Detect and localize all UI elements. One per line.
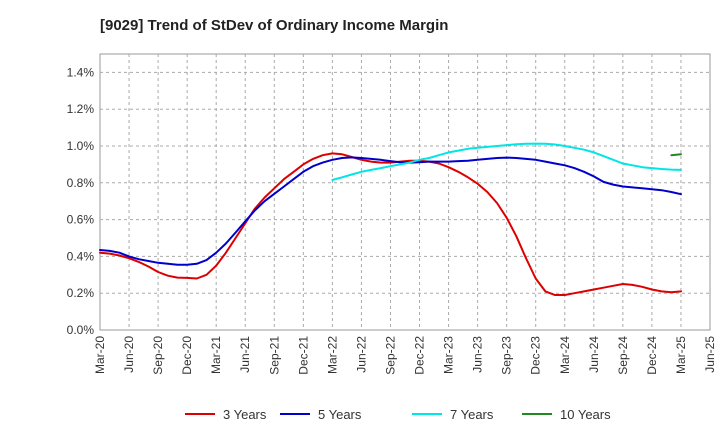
x-tick-label: Jun-21 [238, 336, 252, 373]
x-tick-label: Dec-20 [180, 336, 194, 375]
legend-item: 3 Years [185, 407, 267, 422]
x-tick-label: Dec-21 [296, 336, 310, 375]
plot-area [99, 53, 711, 331]
legend-item: 5 Years [280, 407, 362, 422]
x-tick-label: Jun-22 [354, 336, 368, 373]
legend-label: 7 Years [450, 407, 494, 422]
y-axis: 0.0% 0.2% 0.4% 0.6% 0.8% 1.0% 1.2% 1.4% [67, 65, 95, 337]
x-tick-label: Sep-21 [267, 336, 281, 375]
chart-title: [9029] Trend of StDev of Ordinary Income… [100, 17, 448, 34]
x-tick-label: Mar-25 [674, 336, 688, 374]
series-line-3-years [99, 152, 682, 296]
x-axis: Mar-20 Jun-20 Sep-20 Dec-20 Mar-21 Jun-21 Sep-… [93, 336, 717, 375]
series-line-10-years [670, 153, 682, 157]
x-tick-label: Jun-25 [703, 336, 717, 373]
legend-item: 7 Years [412, 407, 494, 422]
x-tick-label: Jun-20 [122, 336, 136, 373]
x-tick-label: Sep-22 [383, 336, 397, 375]
legend-item: 10 Years [522, 407, 611, 422]
x-tick-label: Dec-22 [413, 336, 427, 375]
y-tick-label: 0.0% [67, 323, 95, 337]
series-line-5-years [99, 156, 682, 266]
series-line-7-years [331, 142, 682, 181]
x-tick-label: Dec-24 [645, 336, 659, 375]
y-tick-label: 1.0% [67, 139, 95, 153]
x-tick-label: Mar-24 [558, 336, 572, 374]
x-tick-label: Sep-24 [616, 336, 630, 375]
x-tick-label: Mar-21 [209, 336, 223, 374]
x-tick-label: Sep-23 [500, 336, 514, 375]
x-tick-label: Mar-22 [325, 336, 339, 374]
y-tick-label: 0.2% [67, 286, 95, 300]
legend-label: 3 Years [223, 407, 267, 422]
x-tick-label: Mar-23 [442, 336, 456, 374]
y-tick-label: 1.2% [67, 102, 95, 116]
y-tick-label: 0.4% [67, 249, 95, 263]
legend-label: 5 Years [318, 407, 362, 422]
x-tick-label: Jun-24 [587, 336, 601, 373]
series-layer [99, 142, 682, 296]
y-tick-label: 0.8% [67, 176, 95, 190]
legend: 3 Years 5 Years 7 Years 10 Years [185, 407, 611, 422]
x-tick-label: Mar-20 [93, 336, 107, 374]
y-tick-label: 0.6% [67, 213, 95, 227]
y-tick-label: 1.4% [67, 65, 95, 79]
legend-label: 10 Years [560, 407, 611, 422]
x-tick-label: Dec-23 [529, 336, 543, 375]
x-tick-label: Jun-23 [471, 336, 485, 373]
x-tick-label: Sep-20 [151, 336, 165, 375]
grid-lines [100, 54, 710, 330]
